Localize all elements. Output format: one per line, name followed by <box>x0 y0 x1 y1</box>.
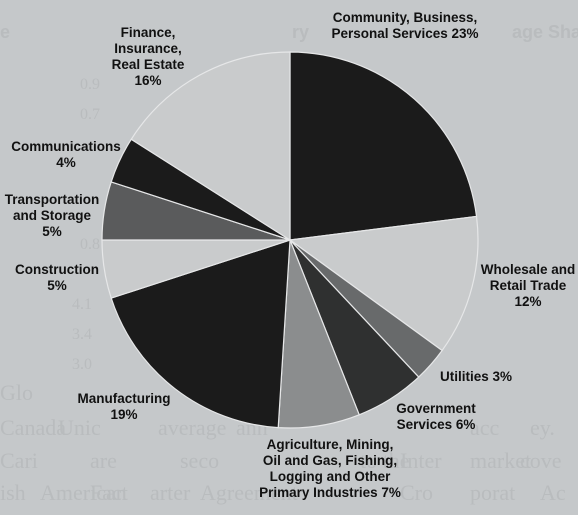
slice-label: Communications 4% <box>11 139 121 170</box>
slice-label-line: Personal Services 23% <box>331 26 478 41</box>
slice-label: Manufacturing 19% <box>78 391 171 422</box>
slice-label-line: Retail Trade <box>490 278 567 293</box>
slice-label-line: Agriculture, Mining, <box>267 437 394 452</box>
slice-label-line: Transportation <box>5 192 100 207</box>
pie-slices <box>101 51 479 429</box>
pie-slice <box>130 51 291 242</box>
slice-label-line: Oil and Gas, Fishing, <box>263 453 397 468</box>
slice-label-line: Manufacturing <box>78 391 171 406</box>
slice-label-line: 5% <box>42 224 62 239</box>
slice-label: Agriculture, Mining, Oil and Gas, Fishing… <box>259 437 401 500</box>
pie-slice <box>289 51 478 241</box>
slice-label-line: Finance, <box>121 25 176 40</box>
pie-labels: Community, Business, Personal Services 23… <box>5 10 576 500</box>
slice-label-line: 19% <box>110 407 137 422</box>
slice-label-line: Communications <box>11 139 121 154</box>
slice-label-line: and Storage <box>13 208 92 223</box>
slice-label-line: Construction <box>15 262 99 277</box>
pie-slice <box>288 215 479 352</box>
slice-label-line: 16% <box>134 73 161 88</box>
slice-label: Wholesale and Retail Trade 12% <box>481 262 576 309</box>
slice-label-line: 4% <box>56 155 76 170</box>
slice-label: Utilities 3% <box>440 369 512 384</box>
slice-label-line: Insurance, <box>114 41 182 56</box>
slice-label-line: Wholesale and <box>481 262 576 277</box>
pie-slice <box>110 239 291 429</box>
slice-label: Community, Business, Personal Services 23… <box>331 10 478 41</box>
slice-label: Transportation and Storage 5% <box>5 192 100 239</box>
slice-label: Finance, Insurance, Real Estate 16% <box>112 25 185 88</box>
slice-label-line: Primary Industries 7% <box>259 485 401 500</box>
slice-label-line: Community, Business, <box>333 10 478 25</box>
slice-label-line: Services 6% <box>397 417 476 432</box>
slice-label-line: 5% <box>47 278 67 293</box>
slice-label-line: Government <box>396 401 476 416</box>
slice-label: Construction 5% <box>15 262 99 293</box>
slice-label-line: 12% <box>514 294 541 309</box>
slice-label-line: Real Estate <box>112 57 185 72</box>
slice-label-line: Utilities 3% <box>440 369 512 384</box>
slice-label: Government Services 6% <box>396 401 476 432</box>
slice-label-line: Logging and Other <box>270 469 391 484</box>
